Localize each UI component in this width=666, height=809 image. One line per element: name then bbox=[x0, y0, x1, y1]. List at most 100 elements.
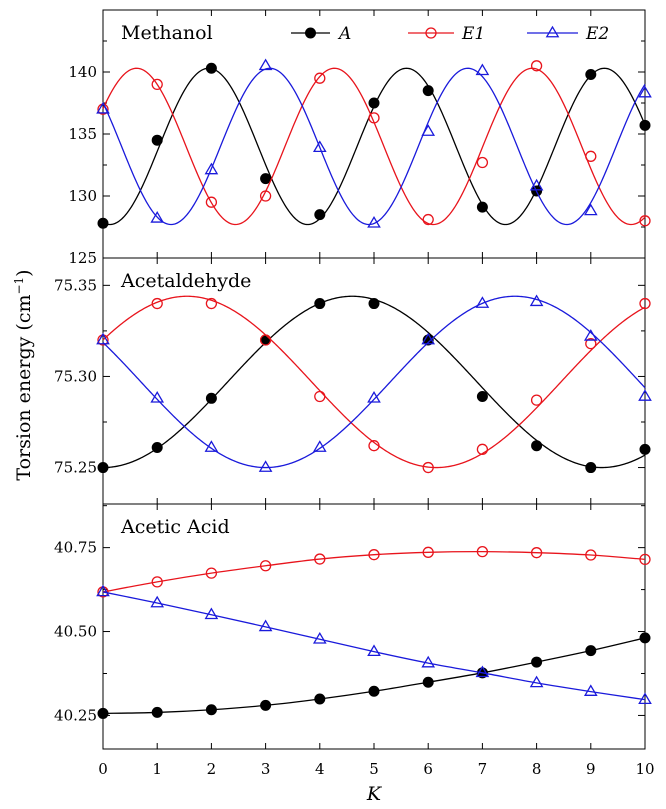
data-point bbox=[476, 390, 488, 402]
data-point bbox=[476, 546, 489, 558]
x-axis: 0 1 2 3 4 5 6 7 8 9 10 bbox=[98, 760, 654, 778]
y-tick-label: 75.35 bbox=[54, 276, 97, 294]
data-point bbox=[367, 644, 381, 657]
data-point bbox=[150, 595, 165, 608]
x-tick-label: 9 bbox=[586, 760, 596, 778]
series-line bbox=[102, 551, 646, 593]
data-point bbox=[583, 203, 598, 216]
data-point bbox=[258, 460, 273, 472]
data-point bbox=[312, 631, 327, 644]
panel-acetaldehyde: 75.25 75.30 75.35 Acetaldehyde bbox=[54, 257, 652, 505]
data-point bbox=[312, 140, 327, 153]
data-point bbox=[530, 547, 543, 559]
data-point bbox=[367, 391, 381, 403]
y-tick-label: 125 bbox=[68, 249, 97, 267]
data-point bbox=[421, 655, 436, 668]
data-point bbox=[368, 440, 380, 452]
legend-entry-e1: E1 bbox=[408, 24, 485, 44]
y-axis-title-sup: −1 bbox=[12, 277, 26, 295]
panel-title: Acetic Acid bbox=[120, 516, 230, 538]
panel-frame bbox=[102, 503, 646, 750]
data-point bbox=[368, 298, 380, 310]
data-point bbox=[368, 97, 380, 109]
data-point bbox=[204, 440, 219, 452]
data-point bbox=[314, 298, 326, 310]
data-point bbox=[260, 173, 272, 185]
series-e1-acetic-acid bbox=[97, 546, 651, 598]
x-tick-label: 10 bbox=[635, 760, 654, 778]
data-point bbox=[205, 196, 218, 208]
data-point bbox=[97, 462, 109, 474]
data-point bbox=[639, 443, 651, 455]
data-point bbox=[529, 178, 544, 191]
data-point bbox=[475, 665, 490, 678]
x-tick-label: 3 bbox=[261, 760, 271, 778]
legend-label: E1 bbox=[461, 24, 485, 44]
data-point bbox=[205, 297, 218, 310]
data-point bbox=[639, 119, 651, 131]
y-tick-label: 40.50 bbox=[54, 623, 97, 641]
series-line bbox=[102, 295, 646, 469]
data-point bbox=[151, 297, 163, 310]
data-point bbox=[151, 442, 163, 454]
data-point bbox=[258, 619, 273, 632]
data-point bbox=[421, 124, 436, 136]
data-point bbox=[530, 60, 543, 72]
data-point bbox=[314, 209, 326, 221]
y-tick-label: 40.75 bbox=[54, 539, 97, 557]
data-point bbox=[204, 162, 219, 175]
series-e1-acetaldehyde bbox=[97, 295, 651, 474]
y-tick-label: 40.25 bbox=[54, 706, 97, 724]
data-point bbox=[422, 676, 434, 688]
y-tick-label: 75.25 bbox=[54, 459, 97, 477]
panel-frame bbox=[102, 9, 646, 259]
data-point bbox=[583, 684, 598, 696]
series-line bbox=[102, 591, 646, 701]
data-point bbox=[583, 329, 598, 341]
data-point bbox=[97, 707, 109, 719]
data-point bbox=[422, 85, 434, 97]
data-point bbox=[585, 549, 597, 561]
x-tick-label: 2 bbox=[207, 760, 217, 778]
data-point bbox=[475, 63, 490, 76]
y-tick-label: 135 bbox=[68, 125, 97, 143]
panel-title: Methanol bbox=[121, 22, 213, 44]
series-a-methanol bbox=[97, 62, 651, 229]
data-point bbox=[312, 440, 327, 452]
data-point bbox=[475, 296, 490, 308]
y-tick-label: 130 bbox=[68, 187, 97, 205]
data-point bbox=[314, 693, 326, 705]
data-point bbox=[314, 390, 326, 403]
data-point bbox=[205, 62, 217, 74]
data-point bbox=[151, 706, 163, 718]
data-point bbox=[259, 334, 272, 346]
series-a-acetaldehyde bbox=[97, 295, 651, 474]
legend-marker bbox=[305, 27, 316, 39]
data-point bbox=[367, 215, 381, 228]
y-tick-label: 140 bbox=[68, 63, 97, 81]
data-point bbox=[314, 553, 326, 565]
data-point bbox=[204, 607, 219, 620]
data-point bbox=[639, 632, 651, 644]
series-line bbox=[102, 67, 646, 226]
data-point bbox=[585, 68, 597, 80]
series-e2-acetaldehyde bbox=[96, 294, 652, 472]
data-point bbox=[476, 443, 489, 455]
data-point bbox=[585, 645, 597, 657]
panel-methanol: 125 130 135 140 Methanol bbox=[68, 9, 652, 267]
x-tick-label: 4 bbox=[315, 760, 325, 778]
data-point bbox=[205, 567, 218, 579]
data-point bbox=[258, 58, 273, 71]
data-point bbox=[476, 201, 488, 213]
data-point bbox=[476, 156, 489, 169]
data-point bbox=[422, 546, 434, 558]
data-point bbox=[639, 215, 651, 227]
data-point bbox=[638, 85, 652, 98]
series-e1-methanol bbox=[97, 60, 651, 227]
data-point bbox=[638, 389, 652, 401]
data-point bbox=[585, 150, 597, 162]
data-point bbox=[421, 332, 436, 345]
y-axis-title: Torsion energy (cm−1) bbox=[12, 269, 35, 480]
data-point bbox=[368, 685, 380, 697]
